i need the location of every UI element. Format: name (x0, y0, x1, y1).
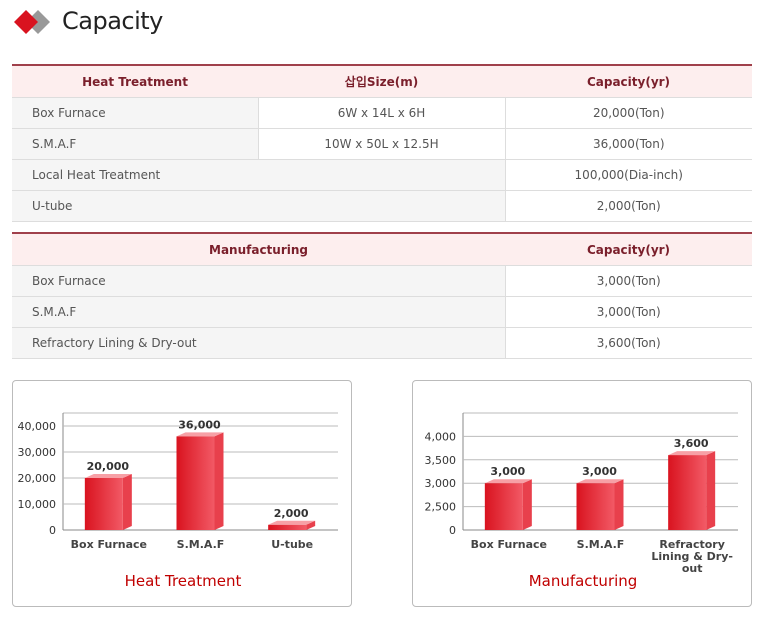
x-tick-label: Box Furnace (470, 538, 547, 551)
icon (14, 10, 50, 34)
value-label: 36,000 (178, 418, 221, 431)
cell: U-tube (12, 190, 505, 222)
y-tick-label: 3,500 (425, 454, 457, 467)
header-row: Heat Treatment 삽입Size(m) Capacity(yr) (12, 64, 752, 98)
y-tick-label: 10,000 (18, 498, 57, 511)
cell: 2,000(Ton) (504, 190, 752, 222)
x-tick-label: S.M.A.F (176, 538, 225, 551)
value-label: 3,000 (490, 465, 525, 478)
y-tick-label: 0 (449, 524, 456, 537)
header-cell: Heat Treatment (12, 64, 258, 98)
header-row: Manufacturing Capacity(yr) (12, 232, 752, 266)
cell: Box Furnace (12, 265, 505, 297)
bar-top (84, 474, 132, 478)
value-label: 20,000 (87, 460, 130, 473)
y-tick-label: 30,000 (18, 446, 57, 459)
cell: 100,000(Dia-inch) (504, 159, 752, 191)
header-cell: Manufacturing (12, 232, 505, 266)
row: Local Heat Treatment 100,000(Dia-inch) (12, 159, 752, 191)
chart-box: 0 10,000 20,000 30,000 40,000 20,000 36,000 2,0… (12, 380, 352, 607)
bar (84, 478, 123, 530)
x-tick-label: Box Furnace (70, 538, 147, 551)
bar-side (306, 520, 316, 530)
y-tick-label: 4,000 (425, 430, 457, 443)
y-tick-label: 20,000 (18, 472, 57, 485)
bar (576, 483, 615, 530)
bar-side (214, 432, 224, 530)
header: Capacity (12, 4, 163, 38)
bar-top (176, 432, 224, 437)
y-tick-label: 3,000 (425, 477, 457, 490)
chart: 0 2,500 3,000 3,500 4,000 3,000 3,000 3,600 Manu… (425, 412, 738, 590)
bar-top (484, 479, 532, 484)
row: S.M.A.F 10W x 50L x 12.5H 36,000(Ton) (12, 128, 752, 160)
cell: Local Heat Treatment (12, 159, 505, 191)
chart-box: 0 2,500 3,000 3,500 4,000 3,000 3,000 3,600 Manu… (412, 380, 752, 607)
bar (668, 455, 707, 530)
cell: 10W x 50L x 12.5H (257, 128, 505, 160)
y-tick-label: 2,500 (425, 501, 457, 514)
bar-side (122, 474, 132, 530)
chart-title: Manufacturing (529, 572, 638, 590)
bar (268, 524, 307, 530)
cell: Box Furnace (12, 97, 258, 129)
bar-top (268, 520, 316, 525)
bar-top (668, 451, 716, 456)
y-tick-label: 40,000 (18, 420, 57, 433)
row: S.M.A.F 3,000(Ton) (12, 296, 752, 328)
row: Box Furnace 3,000(Ton) (12, 265, 752, 297)
value-label: 3,000 (582, 465, 617, 478)
bar-top (576, 479, 624, 484)
header-cell: 삽입Size(m) (258, 64, 505, 98)
cell: 3,600(Ton) (504, 327, 752, 359)
y-tick-label: 0 (49, 524, 56, 537)
cell: Refractory Lining & Dry-out (12, 327, 505, 359)
cell: 36,000(Ton) (504, 128, 752, 160)
table: Manufacturing Capacity(yr) Box Furnace 3,00… (12, 232, 752, 359)
page-title: Capacity (62, 7, 163, 35)
x-tick-label: U-tube (271, 538, 314, 551)
x-tick-label: S.M.A.F (576, 538, 625, 551)
cell: 3,000(Ton) (504, 265, 752, 297)
cell: 3,000(Ton) (504, 296, 752, 328)
bar-side (614, 479, 624, 530)
bar (484, 483, 523, 530)
value-label: 2,000 (274, 507, 309, 520)
row: Refractory Lining & Dry-out 3,600(Ton) (12, 327, 752, 359)
header-cell: Capacity(yr) (505, 64, 752, 98)
value-label: 3,600 (674, 437, 709, 450)
cell: S.M.A.F (12, 128, 258, 160)
table: Heat Treatment 삽입Size(m) Capacity(yr) Box F… (12, 64, 752, 222)
cell: S.M.A.F (12, 296, 505, 328)
bar (176, 436, 215, 530)
bar-side (706, 451, 716, 530)
chart: 0 10,000 20,000 30,000 40,000 20,000 36,000 2,0… (18, 412, 338, 590)
bar-side (522, 479, 532, 530)
cell: 6W x 14L x 6H (257, 97, 505, 129)
header-cell: Capacity(yr) (505, 232, 752, 266)
chart-title: Heat Treatment (125, 572, 242, 590)
row: Box Furnace 6W x 14L x 6H 20,000(Ton) (12, 97, 752, 129)
x-tick-label: Refractory Lining & Dry-out (651, 538, 733, 575)
cell: 20,000(Ton) (504, 97, 752, 129)
row: U-tube 2,000(Ton) (12, 190, 752, 222)
